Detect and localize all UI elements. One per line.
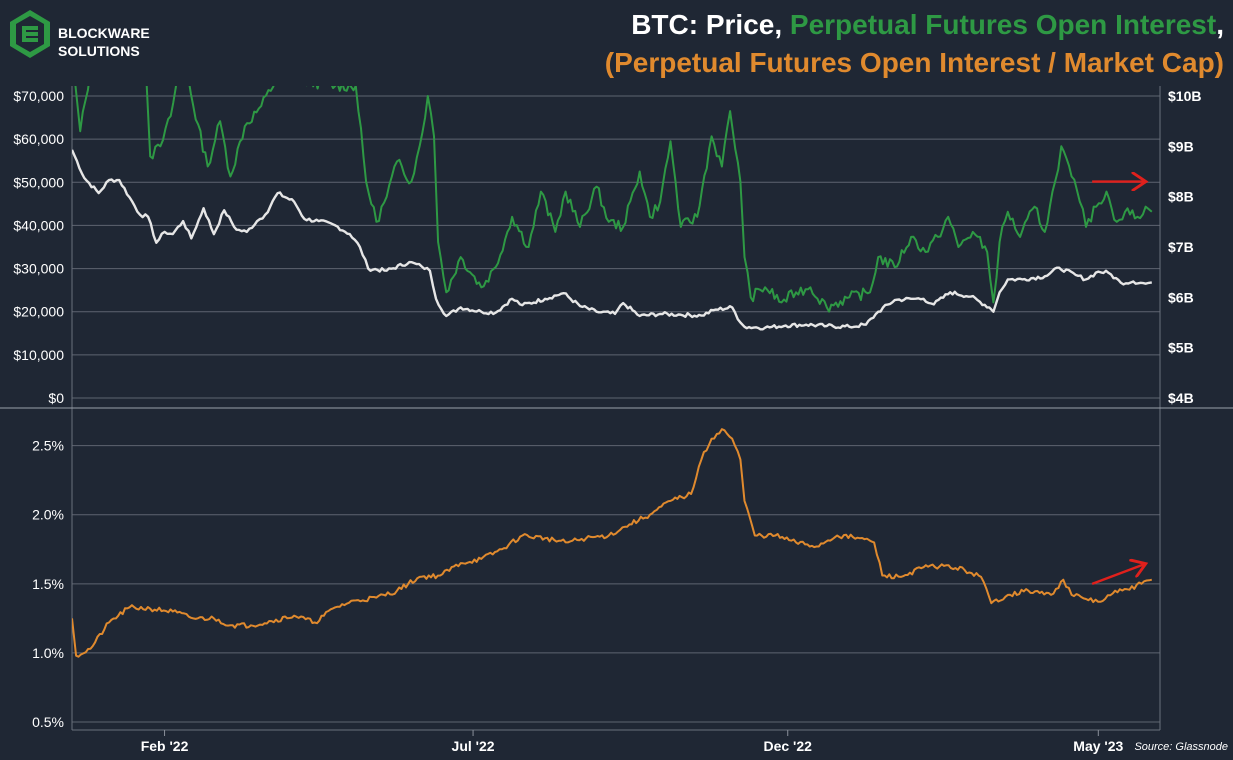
y-right-tick: $7B [1168,239,1194,255]
x-tick: May '23 [1073,738,1123,754]
y-left-tick: $50,000 [13,174,64,190]
y-left-tick: 1.5% [32,576,64,592]
y-left-tick: $70,000 [13,88,64,104]
brand-line-2: SOLUTIONS [58,43,140,59]
top-panel-grid [72,95,1160,399]
title-price: BTC: Price, [631,9,790,40]
y-left-tick: $10,000 [13,347,64,363]
chart-title-line-2: (Perpetual Futures Open Interest / Marke… [605,47,1224,78]
x-tick: Dec '22 [763,738,812,754]
y-left-tick: $0 [48,390,64,406]
y-left-tick: $40,000 [13,217,64,233]
y-left-tick: 2.5% [32,438,64,454]
y-left-tick: $20,000 [13,304,64,320]
x-tick: Feb '22 [141,738,189,754]
series-line-open-interest [74,86,1153,313]
bottom-panel-grid [72,445,1160,723]
y-right-tick: $5B [1168,340,1194,356]
y-right-tick: $8B [1168,189,1194,205]
y-right-tick: $4B [1168,390,1194,406]
x-tick-labels: Feb '22 Jul '22 Dec '22 May '23 [141,730,1124,754]
brand-line-1: BLOCKWARE [58,25,150,41]
bottom-left-tick-labels: 0.5% 1.0% 1.5% 2.0% 2.5% [32,438,64,730]
trend-arrow-bottom [1091,564,1143,585]
series-line-oi-market-cap [72,428,1153,658]
y-right-tick: $9B [1168,138,1194,154]
y-left-tick: 2.0% [32,507,64,523]
top-left-tick-labels: $0 $10,000 $20,000 $30,000 $40,000 $50,000 $60… [13,88,64,406]
series-line-price [72,149,1152,331]
y-left-tick: 1.0% [32,645,64,661]
source-label: Source: Glassnode [1134,741,1228,753]
title-comma: , [1216,9,1224,40]
y-right-tick: $10B [1168,88,1201,104]
y-left-tick: $60,000 [13,131,64,147]
chart-title-line-1: BTC: Price, Perpetual Futures Open Inter… [631,9,1224,40]
y-left-tick: 0.5% [32,714,64,730]
y-right-tick: $6B [1168,289,1194,305]
brand-logo: BLOCKWARE SOLUTIONS [10,10,150,59]
y-left-tick: $30,000 [13,261,64,277]
logo-mark-icon [10,10,50,58]
top-right-tick-labels: $4B $5B $6B $7B $8B $9B $10B [1168,88,1201,406]
title-open-interest: Perpetual Futures Open Interest [790,9,1216,40]
x-tick: Jul '22 [452,738,495,754]
